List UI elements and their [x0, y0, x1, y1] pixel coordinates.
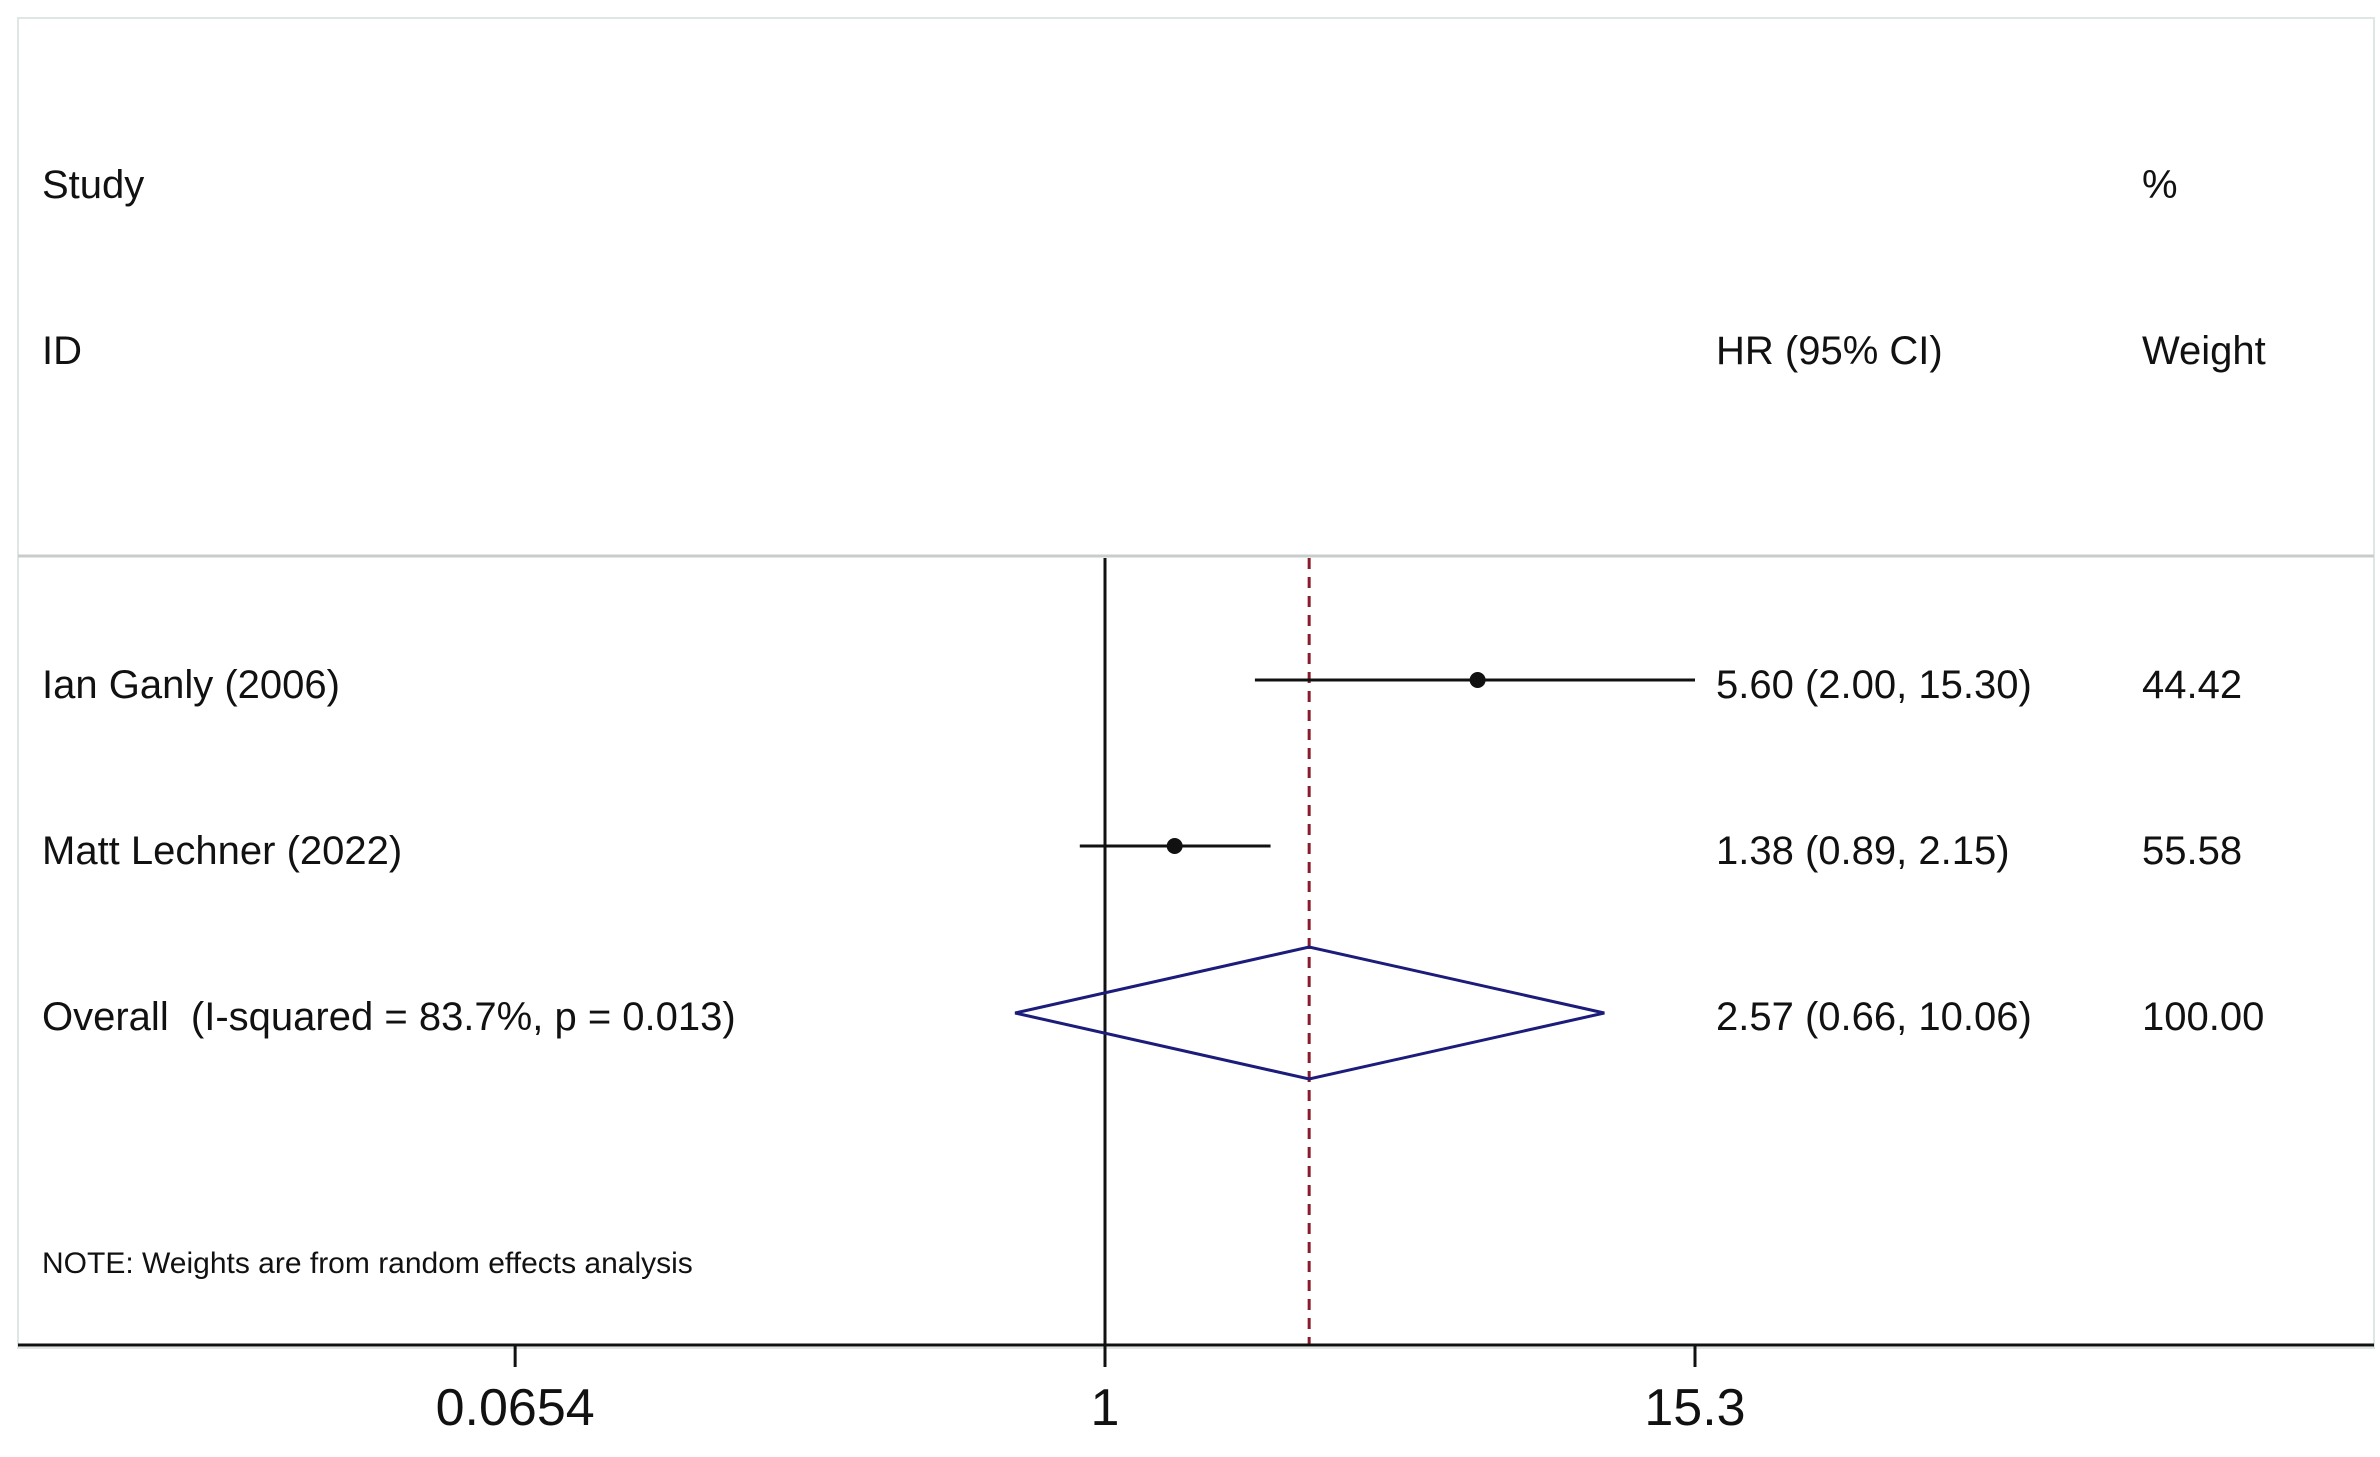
- overall-hr-ci-value: 2.57 (0.66, 10.06): [1716, 995, 2032, 1039]
- x-tick-label: 0.0654: [436, 1379, 595, 1437]
- weight-value: 55.58: [2142, 829, 2242, 873]
- study-row: Matt Lechner (2022) 1.38 (0.89, 2.15) 55…: [42, 829, 2242, 873]
- study-row: Ian Ganly (2006) 5.60 (2.00, 15.30) 44.4…: [42, 663, 2242, 707]
- weight-header: Weight: [2142, 329, 2266, 373]
- weights-note: NOTE: Weights are from random effects an…: [42, 1247, 693, 1280]
- x-tick-label: 1: [1091, 1379, 1120, 1437]
- id-header: ID: [42, 329, 82, 373]
- hr-ci-value: 5.60 (2.00, 15.30): [1716, 663, 2032, 707]
- overall-diamond: [1014, 945, 1605, 1081]
- study-label: Matt Lechner (2022): [42, 829, 402, 873]
- overall-label: Overall (I-squared = 83.7%, p = 0.013): [42, 995, 736, 1039]
- point-estimate: [1469, 672, 1486, 688]
- study-header: Study: [42, 163, 144, 207]
- weight-value: 44.42: [2142, 663, 2242, 707]
- hr-ci-header: HR (95% CI): [1716, 329, 1943, 373]
- point-estimate: [1166, 838, 1183, 854]
- x-tick-label: 15.3: [1644, 1379, 1745, 1437]
- overall-row: Overall (I-squared = 83.7%, p = 0.013) 2…: [42, 945, 2264, 1081]
- x-axis-ticks: 0.0654 1 15.3: [436, 1345, 1746, 1437]
- hr-ci-value: 1.38 (0.89, 2.15): [1716, 829, 2010, 873]
- overall-weight-value: 100.00: [2142, 995, 2264, 1039]
- weight-percent-header: %: [2142, 163, 2178, 207]
- plot-frame: [17, 17, 2375, 1349]
- study-label: Ian Ganly (2006): [42, 663, 340, 707]
